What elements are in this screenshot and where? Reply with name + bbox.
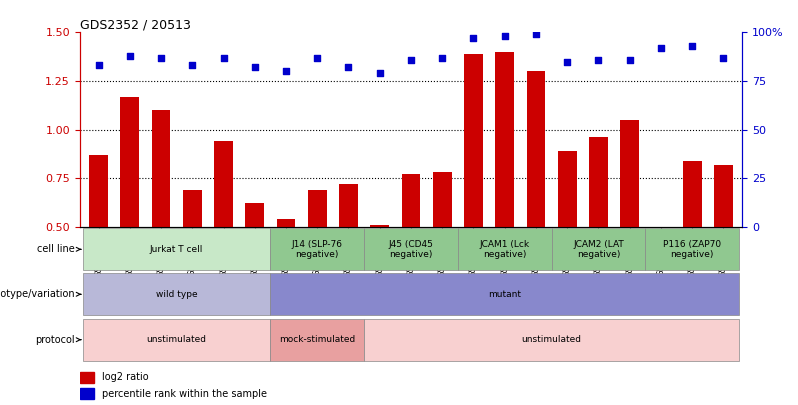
Text: P116 (ZAP70
negative): P116 (ZAP70 negative) (663, 240, 721, 259)
Bar (80, 388, 94, 399)
Text: unstimulated: unstimulated (522, 335, 582, 344)
Bar (370, 225, 389, 227)
Point (279, 68, 292, 75)
Point (654, 45, 667, 51)
Text: JCAM1 (Lck
negative): JCAM1 (Lck negative) (480, 240, 530, 259)
Bar (496, 52, 514, 227)
Text: mock-stimulated: mock-stimulated (279, 335, 355, 344)
Point (311, 54, 324, 61)
Text: J14 (SLP-76
negative): J14 (SLP-76 negative) (292, 240, 343, 259)
Point (186, 62, 199, 69)
Bar (80, 372, 94, 383)
Text: J45 (CD45
negative): J45 (CD45 negative) (389, 240, 433, 259)
Bar (401, 174, 421, 227)
Bar (339, 184, 358, 227)
Bar (271, 228, 364, 271)
Text: cell line: cell line (38, 244, 81, 254)
Bar (152, 110, 171, 227)
Bar (277, 219, 295, 227)
Point (405, 56, 417, 63)
Bar (558, 151, 576, 227)
Point (92, 62, 105, 69)
Bar (89, 155, 108, 227)
Bar (271, 319, 364, 361)
Point (467, 35, 480, 41)
Bar (714, 164, 733, 227)
Point (248, 64, 261, 70)
Point (717, 54, 730, 61)
Point (498, 33, 511, 40)
Bar (646, 228, 739, 271)
Text: unstimulated: unstimulated (147, 335, 207, 344)
Bar (620, 120, 639, 227)
Text: mutant: mutant (488, 290, 521, 299)
Text: Jurkat T cell: Jurkat T cell (150, 245, 203, 254)
Point (436, 54, 448, 61)
Bar (214, 141, 233, 227)
Bar (364, 228, 458, 271)
Bar (433, 173, 452, 227)
Bar (308, 190, 326, 227)
Text: protocol: protocol (35, 335, 81, 345)
Bar (83, 319, 271, 361)
Bar (364, 319, 739, 361)
Point (561, 58, 574, 65)
Point (685, 43, 698, 49)
Bar (464, 54, 483, 227)
Bar (589, 137, 608, 227)
Point (530, 31, 543, 38)
Text: wild type: wild type (156, 290, 197, 299)
Bar (120, 96, 139, 227)
Point (155, 54, 168, 61)
Text: GDS2352 / 20513: GDS2352 / 20513 (80, 18, 191, 31)
Text: percentile rank within the sample: percentile rank within the sample (102, 389, 267, 399)
Point (592, 56, 605, 63)
Point (623, 56, 636, 63)
Point (373, 70, 386, 77)
Text: log2 ratio: log2 ratio (102, 372, 148, 382)
Bar (458, 228, 551, 271)
Point (124, 53, 136, 59)
Bar (683, 161, 701, 227)
Text: genotype/variation: genotype/variation (0, 289, 81, 299)
Text: JCAM2 (LAT
negative): JCAM2 (LAT negative) (573, 240, 624, 259)
Bar (551, 228, 646, 271)
Point (217, 54, 230, 61)
Bar (527, 71, 545, 227)
Point (342, 64, 355, 70)
Bar (83, 228, 271, 271)
Bar (271, 273, 739, 315)
Bar (83, 273, 271, 315)
Bar (183, 190, 202, 227)
Bar (246, 203, 264, 227)
